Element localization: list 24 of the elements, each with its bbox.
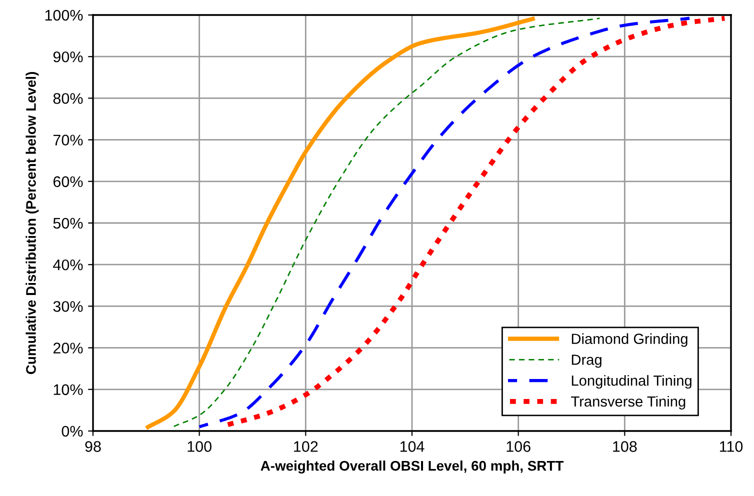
y-tick-label: 20% [53,342,83,354]
y-tick-label: 40% [53,259,83,270]
x-tick-label: 108 [613,441,637,452]
y-tick-label: 30% [53,301,83,312]
y-tick-label: 70% [53,134,83,146]
y-tick-label: 60% [53,176,83,188]
y-tick-label: 10% [54,384,83,396]
y-axis-title: Cumulative Distribution (Percent below Level) [26,72,39,374]
x-tick-label: 106 [506,441,530,452]
x-tick-label: 102 [294,441,318,452]
legend-label: Longitudinal Tining [572,375,692,389]
x-axis-title: A-weighted Overall OBSI Level, 60 mph, SRTT [260,460,564,474]
x-tick-label: 100 [188,441,212,452]
legend-label: Drag [572,354,602,368]
x-tick-label: 104 [400,441,424,452]
y-tick-label: 90% [53,51,83,62]
y-tick-label: 80% [53,93,83,104]
x-tick-label: 98 [85,441,101,452]
y-tick-label: 50% [53,218,83,229]
legend-label: Transverse Tining [571,396,686,410]
y-tick-label: 100% [45,10,83,21]
y-tick-label: 0% [62,426,83,437]
x-tick-label: 110 [720,441,743,452]
legend-label: Diamond Grinding [572,333,688,347]
